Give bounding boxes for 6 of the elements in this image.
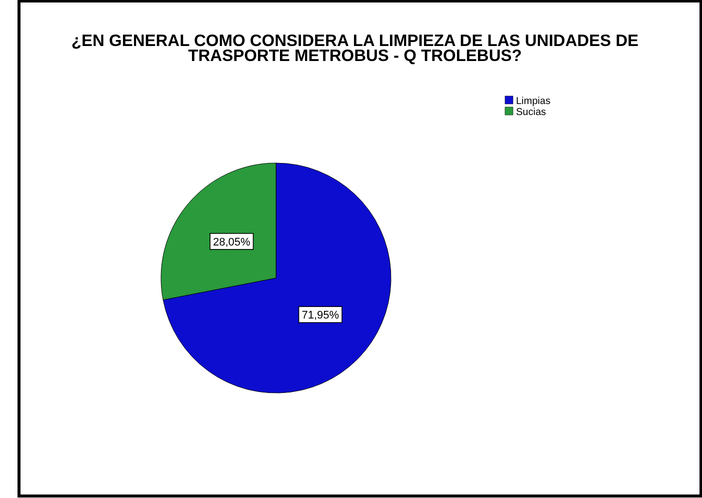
legend-label: Sucias: [516, 107, 546, 118]
chart-title: ¿EN GENERAL COMO CONSIDERA LA LIMPIEZA DE LAS UNIDADES DE TRASPORTE METROBUS - Q TROLEBUS?: [71, 32, 639, 65]
pie-slice: [162, 162, 392, 394]
legend-label: Limpias: [516, 96, 550, 107]
data-label: 28,05%: [212, 236, 251, 248]
data-label: 71,95%: [302, 310, 340, 322]
